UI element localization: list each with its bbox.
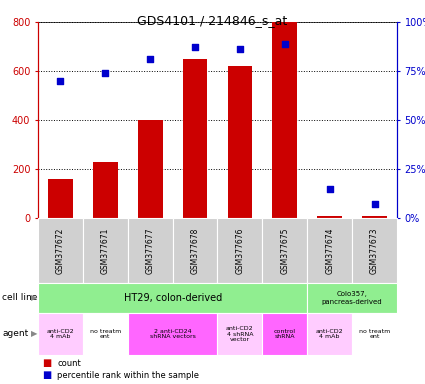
Text: GSM377677: GSM377677 [146, 227, 155, 274]
Text: no treatm
ent: no treatm ent [90, 329, 121, 339]
Text: agent: agent [2, 329, 28, 339]
Text: GSM377671: GSM377671 [101, 227, 110, 274]
Text: GSM377672: GSM377672 [56, 227, 65, 274]
Bar [93, 162, 118, 218]
Point [57, 78, 64, 84]
Text: anti-CD2
4 mAb: anti-CD2 4 mAb [47, 329, 74, 339]
Bar [272, 22, 297, 218]
Text: GSM377673: GSM377673 [370, 227, 379, 274]
Text: ■: ■ [42, 370, 51, 380]
Bar [228, 66, 252, 218]
Point [102, 70, 109, 76]
Text: cell line: cell line [2, 293, 37, 303]
Text: percentile rank within the sample: percentile rank within the sample [57, 371, 199, 379]
Text: ▶: ▶ [31, 329, 37, 339]
Text: HT29, colon-derived: HT29, colon-derived [124, 293, 222, 303]
Text: anti-CD2
4 mAb: anti-CD2 4 mAb [316, 329, 343, 339]
Bar [48, 179, 73, 218]
Text: GSM377676: GSM377676 [235, 227, 244, 274]
Text: GDS4101 / 214846_s_at: GDS4101 / 214846_s_at [137, 14, 288, 27]
Text: GSM377678: GSM377678 [190, 227, 200, 274]
Bar [183, 59, 207, 218]
Text: GSM377674: GSM377674 [325, 227, 334, 274]
Text: ■: ■ [42, 358, 51, 368]
Bar [362, 215, 387, 218]
Point [192, 45, 198, 51]
Bar [138, 120, 162, 218]
Text: no treatm
ent: no treatm ent [359, 329, 390, 339]
Text: GSM377675: GSM377675 [280, 227, 289, 274]
Bar [317, 215, 342, 218]
Point [371, 201, 378, 207]
Text: count: count [57, 359, 81, 367]
Point [237, 46, 244, 53]
Point [281, 40, 288, 46]
Text: Colo357,
pancreas-derived: Colo357, pancreas-derived [322, 291, 382, 305]
Text: 2 anti-CD24
shRNA vectors: 2 anti-CD24 shRNA vectors [150, 329, 196, 339]
Text: ▶: ▶ [31, 293, 37, 303]
Point [147, 56, 153, 62]
Text: anti-CD2
4 shRNA
vector: anti-CD2 4 shRNA vector [226, 326, 254, 342]
Point [326, 185, 333, 192]
Text: control
shRNA: control shRNA [274, 329, 296, 339]
